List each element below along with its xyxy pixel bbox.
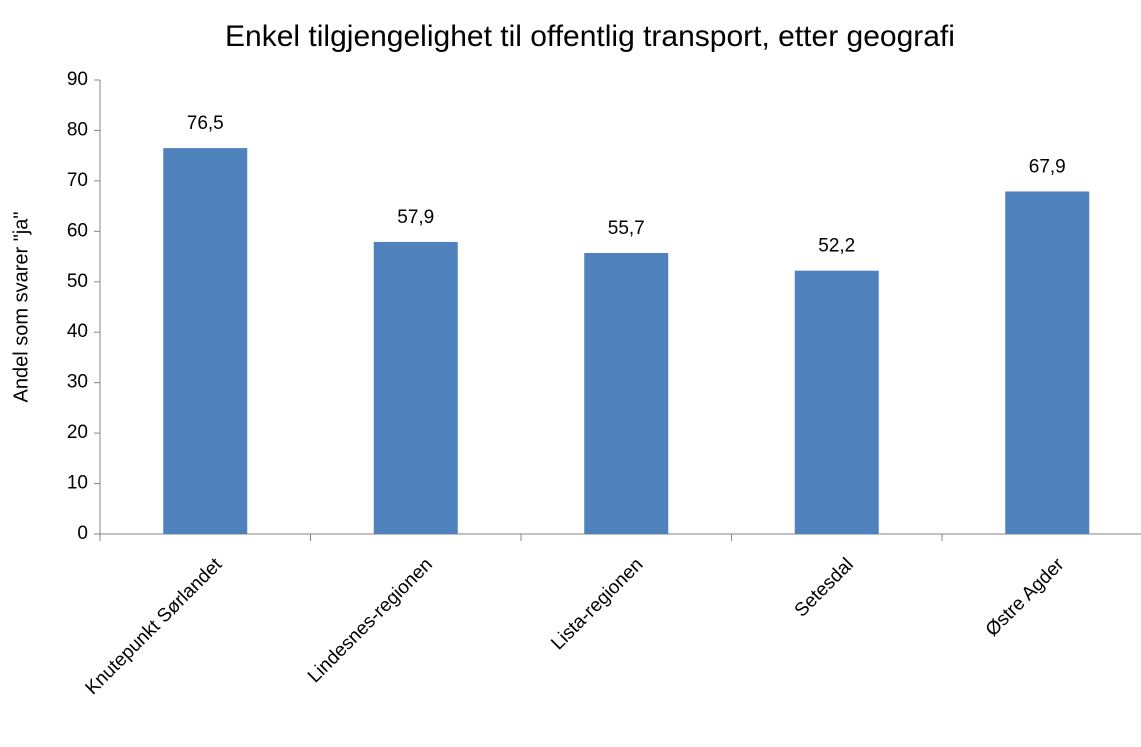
y-tick-label: 90 (67, 69, 88, 90)
bar (1005, 191, 1090, 534)
y-tick-label: 40 (67, 321, 88, 342)
x-tick-label: Lindesnes-regionen (304, 554, 437, 687)
data-label: 57,9 (397, 207, 434, 228)
y-tick-label: 60 (67, 220, 88, 241)
y-tick-label: 80 (67, 119, 88, 140)
y-tick-label: 70 (67, 170, 88, 191)
chart-title: Enkel tilgjengelighet til offentlig tran… (225, 20, 955, 53)
y-tick-label: 0 (77, 523, 88, 544)
x-tick-label: Setesdal (791, 554, 858, 621)
bar (794, 270, 879, 534)
y-tick-label: 30 (67, 372, 88, 393)
bar (163, 148, 248, 534)
bar (584, 253, 669, 534)
data-label: 67,9 (1029, 156, 1066, 177)
x-tick-label: Knutepunkt Sørlandet (82, 554, 227, 699)
y-tick-label: 50 (67, 271, 88, 292)
data-label: 76,5 (187, 113, 224, 134)
data-label: 52,2 (818, 236, 855, 257)
y-tick-label: 20 (67, 422, 88, 443)
bar (373, 241, 458, 534)
y-tick-label: 10 (67, 473, 88, 494)
x-tick-label: Lista-regionen (547, 554, 647, 654)
y-axis-label: Andel som svarer "ja" (10, 212, 32, 403)
x-tick-label: Østre Agder (982, 554, 1069, 641)
data-label: 55,7 (608, 218, 645, 239)
